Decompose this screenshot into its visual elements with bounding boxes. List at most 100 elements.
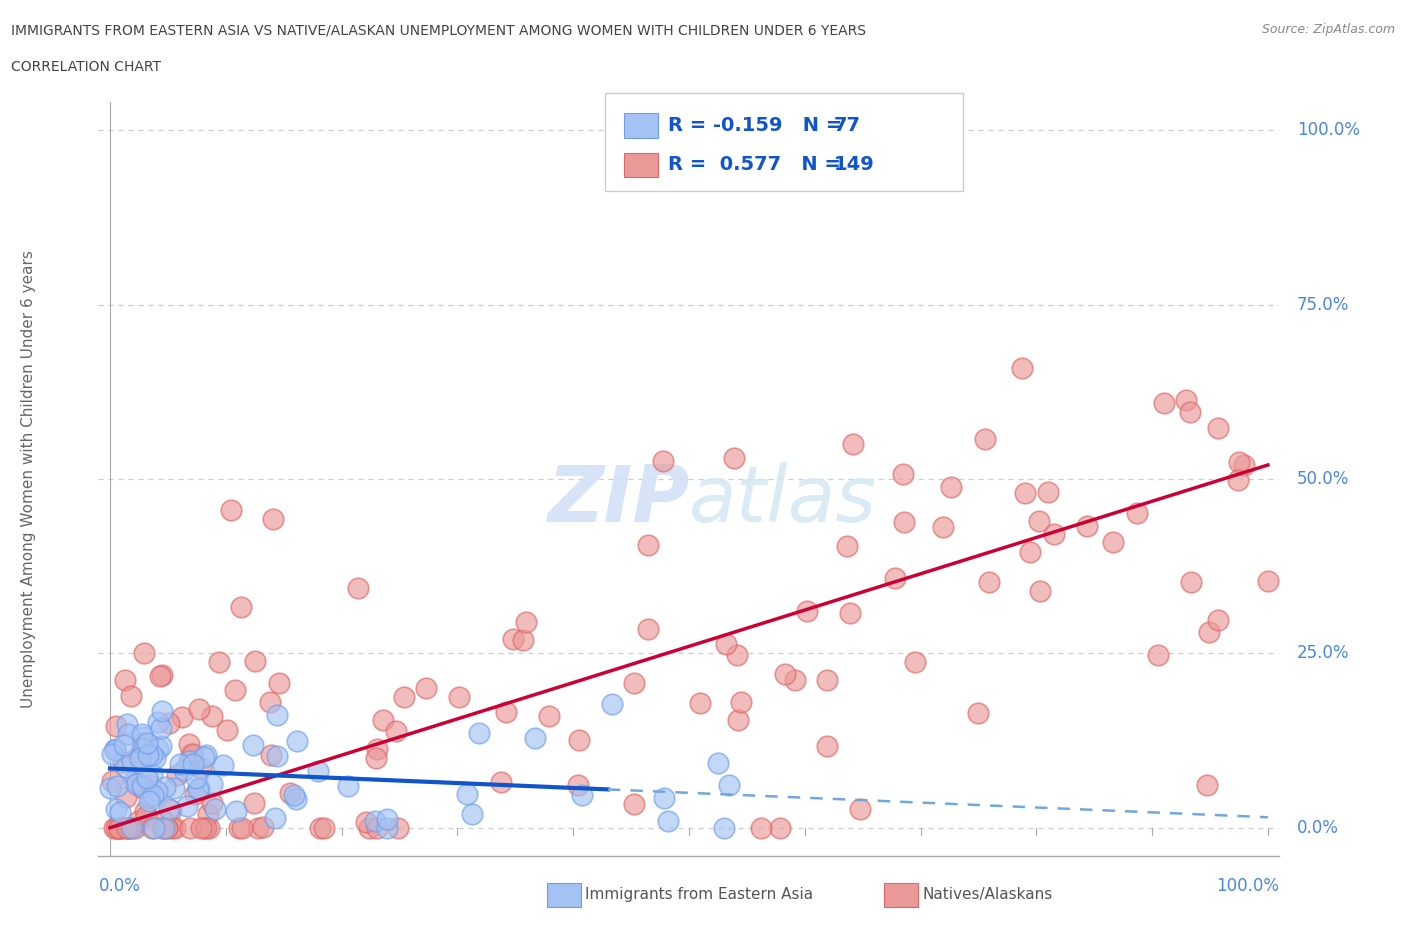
Point <box>1180 405 1202 419</box>
Point <box>129 751 152 765</box>
Point <box>188 781 211 796</box>
Point <box>312 820 335 835</box>
Point <box>114 672 136 687</box>
Point <box>136 748 159 763</box>
Point <box>1147 648 1170 663</box>
Point <box>124 820 146 835</box>
Point <box>108 820 131 835</box>
Point <box>100 747 122 762</box>
Point <box>841 437 863 452</box>
Point <box>152 668 174 683</box>
Point <box>375 812 398 827</box>
Text: atlas: atlas <box>689 462 877 538</box>
Point <box>364 814 387 829</box>
Point <box>252 820 274 835</box>
Text: 149: 149 <box>834 155 875 174</box>
Point <box>231 820 253 835</box>
Point <box>108 820 131 835</box>
Point <box>127 749 149 764</box>
Point <box>177 737 200 751</box>
Point <box>150 703 173 718</box>
Point <box>568 733 591 748</box>
Point <box>1197 777 1219 792</box>
Point <box>259 695 281 710</box>
Text: Natives/Alaskans: Natives/Alaskans <box>922 887 1053 902</box>
Point <box>571 788 593 803</box>
Point <box>247 820 270 835</box>
Point <box>136 736 159 751</box>
Point <box>139 777 162 792</box>
Point <box>512 632 534 647</box>
Point <box>835 538 858 553</box>
Point <box>115 760 138 775</box>
Point <box>242 795 264 810</box>
Point <box>848 802 870 817</box>
Point <box>283 788 305 803</box>
Point <box>1014 485 1036 500</box>
Point <box>456 786 478 801</box>
Point <box>749 820 772 835</box>
Point <box>150 813 173 828</box>
Point <box>1076 519 1098 534</box>
Point <box>134 804 156 818</box>
Text: CORRELATION CHART: CORRELATION CHART <box>11 60 162 74</box>
Text: 75.0%: 75.0% <box>1296 296 1350 313</box>
Point <box>1153 395 1175 410</box>
Point <box>359 820 381 835</box>
Point <box>278 786 301 801</box>
Point <box>141 820 163 835</box>
Point <box>187 781 209 796</box>
Point <box>262 512 284 526</box>
Point <box>502 631 524 646</box>
Point <box>1101 534 1123 549</box>
Point <box>104 742 127 757</box>
Text: 50.0%: 50.0% <box>1296 470 1350 488</box>
Point <box>449 689 471 704</box>
Point <box>346 580 368 595</box>
Point <box>150 721 173 736</box>
Point <box>796 604 818 618</box>
Point <box>785 672 807 687</box>
Point <box>105 779 128 794</box>
Point <box>141 748 163 763</box>
Point <box>266 708 288 723</box>
Point <box>112 737 135 752</box>
Point <box>132 730 155 745</box>
Point <box>121 753 143 768</box>
Text: R = -0.159   N =: R = -0.159 N = <box>668 116 849 135</box>
Point <box>146 784 169 799</box>
Point <box>263 811 285 826</box>
Point <box>713 820 735 835</box>
Point <box>657 814 679 829</box>
Point <box>208 655 231 670</box>
Point <box>108 820 131 835</box>
Point <box>141 766 163 781</box>
Point <box>392 690 415 705</box>
Point <box>118 820 141 835</box>
Point <box>652 454 675 469</box>
Point <box>149 669 172 684</box>
Point <box>104 741 127 756</box>
Point <box>224 683 246 698</box>
Point <box>169 757 191 772</box>
Point <box>523 731 546 746</box>
Point <box>117 820 139 835</box>
Point <box>121 820 143 835</box>
Point <box>112 755 135 770</box>
Point <box>939 480 962 495</box>
Point <box>537 709 560 724</box>
Point <box>156 820 179 835</box>
Point <box>371 712 394 727</box>
Point <box>157 802 180 817</box>
Point <box>127 814 149 829</box>
Point <box>717 777 740 792</box>
Point <box>146 715 169 730</box>
Point <box>179 820 201 835</box>
Point <box>115 717 138 732</box>
Point <box>354 815 377 830</box>
Point <box>229 600 252 615</box>
Point <box>120 688 142 703</box>
Point <box>387 820 409 835</box>
Text: IMMIGRANTS FROM EASTERN ASIA VS NATIVE/ALASKAN UNEMPLOYMENT AMONG WOMEN WITH CHI: IMMIGRANTS FROM EASTERN ASIA VS NATIVE/A… <box>11 23 866 37</box>
Point <box>181 746 204 761</box>
